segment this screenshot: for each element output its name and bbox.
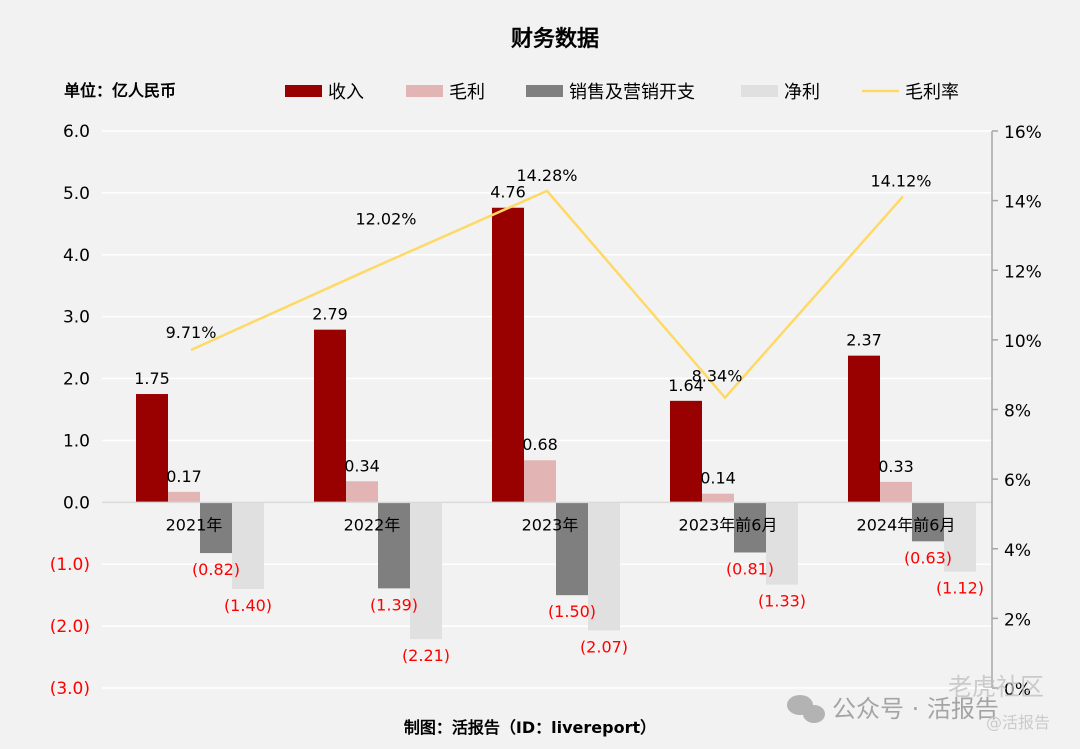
bar: [524, 460, 556, 503]
y-tick-label: 5.0: [63, 184, 90, 204]
legend-swatch: [285, 85, 322, 97]
line-value-label: 12.02%: [355, 210, 416, 229]
chart-title: 财务数据: [511, 26, 599, 52]
bar-value-label: 0.17: [166, 467, 202, 486]
line-value-label: 8.34%: [692, 367, 743, 386]
source-note: 制图：活报告（ID：livereport）: [404, 718, 656, 737]
bar-value-label: (0.81): [726, 559, 774, 578]
bar: [702, 493, 734, 503]
y-tick-label: 6.0: [63, 122, 90, 142]
x-tick-label: 2023年前6月: [679, 515, 778, 534]
watermark: 老虎社区 公众号 · 活报告 @活报告: [787, 673, 1050, 732]
y2-tick-label: 8%: [1004, 402, 1031, 422]
legend: 收入 毛利 销售及营销开支 净利 毛利率: [285, 82, 959, 103]
data-labels: 1.75 2.79 4.76 1.64 2.37 0.17 0.34 0.68 0.14 0.33…: [134, 166, 984, 665]
bar: [588, 502, 620, 631]
legend-swatch: [406, 85, 443, 97]
y-tick-label: 3.0: [63, 308, 90, 328]
bar: [200, 502, 232, 554]
bar-value-label: (2.21): [402, 646, 450, 665]
bar-value-label: 2.37: [846, 331, 882, 350]
unit-label: 单位：亿人民币: [64, 81, 176, 100]
bar-value-label: (1.50): [548, 602, 596, 621]
bar: [944, 502, 976, 572]
line-value-label: 14.28%: [516, 166, 577, 185]
bar: [766, 502, 798, 585]
bar: [848, 355, 880, 503]
y2-tick-label: 16%: [1004, 123, 1042, 143]
y2-tick-label: 0%: [1004, 680, 1031, 700]
bar-value-label: 4.76: [490, 183, 526, 202]
bars: [136, 207, 976, 640]
x-tick-label: 2021年: [166, 515, 223, 534]
watermark-tiger: 老虎社区: [948, 673, 1044, 701]
legend-label: 收入: [328, 82, 364, 103]
wechat-icon: [787, 695, 825, 723]
bar: [556, 502, 588, 596]
y2-tick-label: 12%: [1004, 262, 1042, 282]
legend-swatch: [526, 85, 563, 97]
bar-value-label: (2.07): [580, 637, 628, 656]
line-value-label: 14.12%: [870, 171, 931, 190]
bar-value-label: 1.64: [668, 376, 704, 395]
y-tick-label: (1.0): [50, 555, 90, 575]
y2-tick-label: 2%: [1004, 610, 1031, 630]
bar: [410, 502, 442, 640]
y-tick-label: 1.0: [63, 431, 90, 451]
bar: [346, 481, 378, 503]
bar: [734, 502, 766, 553]
y2-tick-label: 14%: [1004, 193, 1042, 213]
bar-value-label: 1.75: [134, 369, 170, 388]
bar-value-label: 0.33: [878, 457, 914, 476]
bar: [670, 400, 702, 503]
bar: [912, 502, 944, 542]
bar-value-label: 0.14: [700, 469, 736, 488]
bar-value-label: 0.68: [522, 435, 558, 454]
bar: [880, 481, 912, 503]
axes: 6.0 5.0 4.0 3.0 2.0 1.0 0.0 (1.0) (2.0) (3.0) 16% 1…: [50, 122, 1042, 700]
legend-label: 净利: [784, 82, 820, 103]
y2-tick-label: 10%: [1004, 332, 1042, 352]
legend-label: 销售及营销开支: [569, 82, 695, 103]
bar: [232, 502, 264, 589]
bar: [168, 491, 200, 503]
y2-tick-label: 6%: [1004, 471, 1031, 491]
watermark-account: 公众号 · 活报告: [832, 695, 999, 723]
x-tick-label: 2022年: [344, 515, 401, 534]
bar: [492, 207, 524, 503]
bar: [378, 502, 410, 589]
y-tick-label: (3.0): [50, 679, 90, 699]
margin-line-path: [190, 189, 904, 400]
x-tick-label: 2024年前6月: [857, 515, 956, 534]
y-tick-label: 2.0: [63, 370, 90, 390]
line-value-label: 9.71%: [166, 323, 217, 342]
bar-value-label: 0.34: [344, 456, 380, 475]
y-tick-label: 0.0: [63, 493, 90, 513]
bar-value-label: (1.39): [370, 595, 418, 614]
x-tick-label: 2023年: [522, 515, 579, 534]
margin-line: [190, 189, 904, 400]
legend-label: 毛利率: [905, 82, 959, 103]
y2-tick-label: 4%: [1004, 541, 1031, 561]
bar-value-label: (1.40): [224, 596, 272, 615]
bar-value-label: (1.33): [758, 592, 806, 611]
bar-value-label: (0.82): [192, 560, 240, 579]
bar: [136, 394, 168, 503]
watermark-handle: @活报告: [986, 713, 1050, 732]
legend-label: 毛利: [449, 82, 485, 103]
y-tick-label: (2.0): [50, 617, 90, 637]
legend-swatch: [741, 85, 778, 97]
y-tick-label: 4.0: [63, 246, 90, 266]
bar-value-label: (1.12): [936, 579, 984, 598]
bar-value-label: 2.79: [312, 305, 348, 324]
bar-value-label: (0.63): [904, 548, 952, 567]
bar: [314, 329, 346, 503]
